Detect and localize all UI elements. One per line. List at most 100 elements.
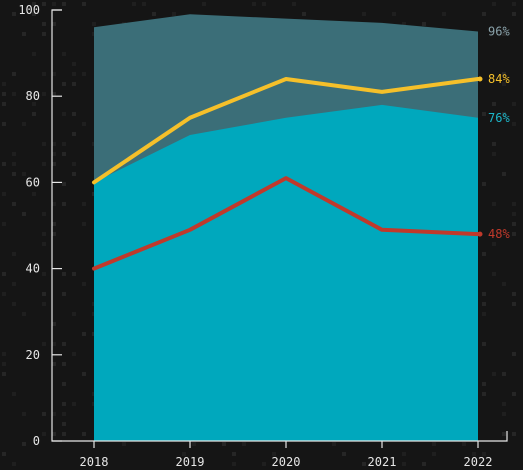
background-dot bbox=[32, 12, 36, 16]
background-dot bbox=[242, 442, 246, 446]
background-dot bbox=[12, 162, 16, 166]
background-dot bbox=[62, 382, 66, 386]
background-dot bbox=[202, 2, 206, 6]
background-dot bbox=[262, 462, 266, 466]
background-dot bbox=[22, 412, 26, 416]
background-dot bbox=[32, 192, 36, 196]
background-dot bbox=[22, 122, 26, 126]
background-dot bbox=[82, 372, 86, 376]
background-dot bbox=[502, 432, 506, 436]
background-dot bbox=[42, 142, 46, 146]
background-dot bbox=[72, 72, 76, 76]
background-dot bbox=[362, 12, 366, 16]
y-tick-label: 60 bbox=[26, 175, 40, 189]
background-dot bbox=[432, 442, 436, 446]
background-dot bbox=[262, 2, 266, 6]
background-dot bbox=[2, 162, 6, 166]
background-dot bbox=[2, 192, 6, 196]
background-dot bbox=[12, 92, 16, 96]
y-tick-label: 40 bbox=[26, 262, 40, 276]
background-dot bbox=[512, 432, 516, 436]
background-dot bbox=[132, 2, 136, 6]
background-dot bbox=[42, 22, 46, 26]
background-dot bbox=[12, 252, 16, 256]
background-dot bbox=[272, 452, 276, 456]
background-dot bbox=[52, 412, 56, 416]
background-dot bbox=[52, 2, 56, 6]
background-dot bbox=[512, 202, 516, 206]
background-dot bbox=[62, 52, 66, 56]
background-dot bbox=[42, 272, 46, 276]
background-dot bbox=[62, 142, 66, 146]
background-dot bbox=[422, 462, 426, 466]
background-dot bbox=[72, 402, 76, 406]
background-dot bbox=[12, 462, 16, 466]
background-dot bbox=[2, 122, 6, 126]
background-dot bbox=[2, 92, 6, 96]
background-dot bbox=[22, 442, 26, 446]
background-dot bbox=[82, 222, 86, 226]
background-dot bbox=[302, 12, 306, 16]
background-dot bbox=[502, 82, 506, 86]
line-end-marker-1 bbox=[477, 231, 483, 237]
end-value-label: 84% bbox=[488, 72, 510, 86]
background-dot bbox=[502, 282, 506, 286]
background-dot bbox=[52, 342, 56, 346]
background-dot bbox=[432, 452, 436, 456]
background-dot bbox=[402, 452, 406, 456]
background-dot bbox=[182, 452, 186, 456]
background-dot bbox=[72, 62, 76, 66]
background-dot bbox=[42, 162, 46, 166]
background-dot bbox=[72, 132, 76, 136]
background-dot bbox=[12, 202, 16, 206]
background-dot bbox=[482, 382, 486, 386]
background-dot bbox=[72, 82, 76, 86]
background-dot bbox=[12, 72, 16, 76]
background-dot bbox=[422, 22, 426, 26]
background-dot bbox=[42, 92, 46, 96]
background-dot bbox=[52, 222, 56, 226]
background-dot bbox=[52, 432, 56, 436]
background-dot bbox=[402, 22, 406, 26]
background-dot bbox=[392, 12, 396, 16]
background-dot bbox=[492, 202, 496, 206]
background-dot bbox=[72, 162, 76, 166]
background-dot bbox=[462, 442, 466, 446]
background-dot bbox=[12, 392, 16, 396]
background-dot bbox=[42, 242, 46, 246]
background-dot bbox=[232, 462, 236, 466]
background-dot bbox=[252, 2, 256, 6]
background-dot bbox=[42, 232, 46, 236]
line-layer bbox=[92, 76, 483, 271]
background-dot bbox=[52, 162, 56, 166]
background-dot bbox=[2, 222, 6, 226]
background-dot bbox=[82, 72, 86, 76]
background-dot bbox=[512, 352, 516, 356]
background-dot bbox=[482, 312, 486, 316]
background-dot bbox=[32, 102, 36, 106]
area-series-1 bbox=[94, 104, 478, 441]
background-dot bbox=[492, 142, 496, 146]
background-dot bbox=[82, 2, 86, 6]
background-dot bbox=[482, 302, 486, 306]
background-dot bbox=[472, 452, 476, 456]
background-dot bbox=[62, 422, 66, 426]
x-tick-labels: 2018 2019 2020 2021 2022 bbox=[80, 441, 493, 469]
background-dot bbox=[512, 12, 516, 16]
background-dot bbox=[172, 12, 176, 16]
background-dot bbox=[492, 372, 496, 376]
background-dot bbox=[72, 172, 76, 176]
background-dot bbox=[12, 282, 16, 286]
background-dot bbox=[52, 22, 56, 26]
y-tick-label: 20 bbox=[26, 348, 40, 362]
background-dot bbox=[502, 112, 506, 116]
background-dot bbox=[82, 432, 86, 436]
background-dot bbox=[12, 172, 16, 176]
background-dot bbox=[62, 402, 66, 406]
background-dot bbox=[512, 302, 516, 306]
background-dot bbox=[72, 272, 76, 276]
background-dot bbox=[62, 272, 66, 276]
background-dot bbox=[62, 112, 66, 116]
x-tick-label: 2022 bbox=[464, 455, 493, 469]
y-tick-labels: 0 20 40 60 80 100 bbox=[18, 3, 62, 448]
